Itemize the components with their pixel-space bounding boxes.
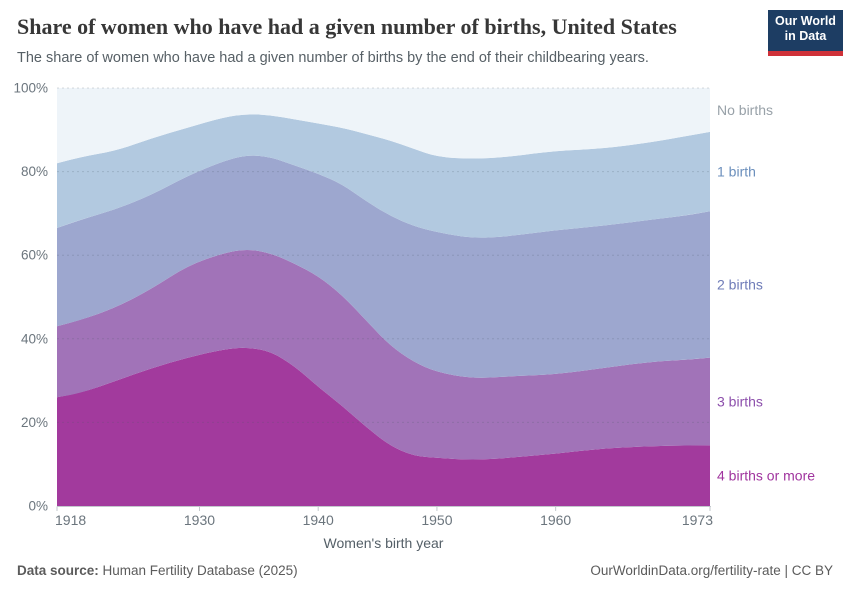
- y-tick-label-0: 0%: [28, 499, 48, 514]
- y-tick-label-40: 40%: [21, 331, 48, 346]
- x-tick-label-1930: 1930: [184, 512, 215, 528]
- data-source: Data source: Human Fertility Database (2…: [17, 562, 298, 580]
- legend-label-no-births[interactable]: No births: [717, 102, 773, 118]
- y-tick-label-20: 20%: [21, 415, 48, 430]
- owid-logo-line1: Our World: [775, 14, 836, 28]
- area-layers: [57, 88, 710, 506]
- y-tick-label-100: 100%: [13, 81, 48, 96]
- owid-logo[interactable]: Our World in Data: [768, 10, 843, 56]
- data-source-label: Data source:: [17, 563, 99, 578]
- y-axis: 0% 20% 40% 60% 80% 100%: [13, 81, 48, 514]
- x-tick-label-1940: 1940: [303, 512, 334, 528]
- legend-label-3-births[interactable]: 3 births: [717, 394, 763, 410]
- y-tick-label-60: 60%: [21, 248, 48, 263]
- legend-label-2-births[interactable]: 2 births: [717, 277, 763, 293]
- x-tick-label-1918: 1918: [55, 512, 86, 528]
- owid-logo-line2: in Data: [784, 29, 827, 43]
- chart-subtitle: The share of women who have had a given …: [17, 50, 649, 66]
- page-title: Share of women who have had a given numb…: [17, 14, 677, 39]
- area-no-births[interactable]: [57, 88, 710, 164]
- area-2-births[interactable]: [57, 155, 710, 378]
- credit-link[interactable]: OurWorldinData.org/fertility-rate | CC B…: [590, 563, 833, 578]
- area-1-birth[interactable]: [57, 114, 710, 238]
- gridlines: [57, 87, 710, 423]
- stacked-area-chart: 0%20%40%60%80%100%1918 1930 1940 1950 1960 19…: [13, 81, 815, 529]
- area-3-births[interactable]: [57, 249, 710, 460]
- x-tick-label-1950: 1950: [421, 512, 452, 528]
- legend-label-1-birth[interactable]: 1 birth: [717, 164, 756, 180]
- chart-footer: Data source: Human Fertility Database (2…: [17, 562, 833, 580]
- legend-label-4-births-or-more[interactable]: 4 births or more: [717, 468, 815, 484]
- y-tick-label-80: 80%: [21, 164, 48, 179]
- series-legend: 4 births or more 3 births 2 births 1 birth N…: [717, 102, 815, 484]
- area-4-births-or-more[interactable]: [57, 347, 710, 506]
- x-tick-label-1973: 1973: [682, 512, 713, 528]
- x-axis-title: Women's birth year: [323, 535, 444, 551]
- data-source-value: Human Fertility Database (2025): [98, 563, 298, 578]
- x-axis: 1918 1930 1940 1950 1960 1973: [55, 506, 713, 528]
- x-tick-label-1960: 1960: [540, 512, 571, 528]
